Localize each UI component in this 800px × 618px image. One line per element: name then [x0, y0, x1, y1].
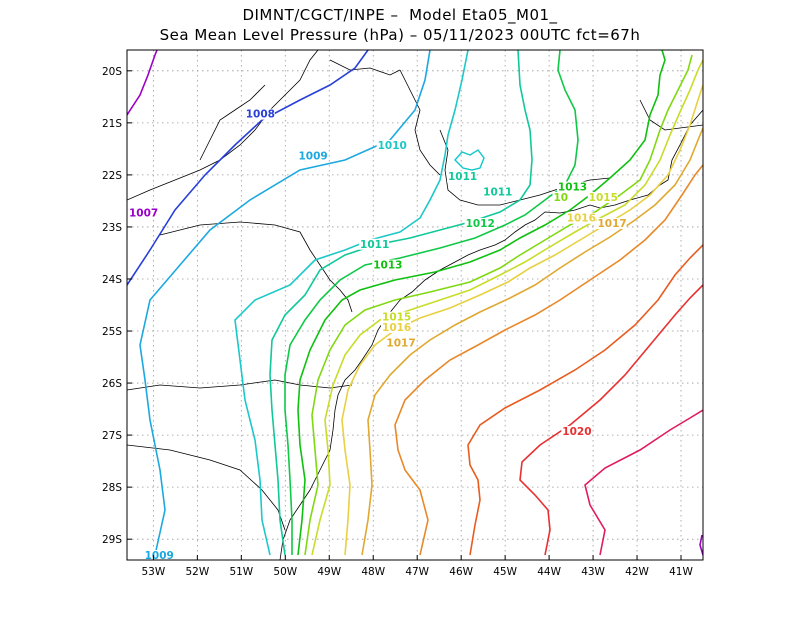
- tick-label-lon: 47W: [405, 566, 429, 578]
- contour-label-bg: [464, 217, 495, 229]
- tick-label-lon: 49W: [317, 566, 341, 578]
- isobar-1013: [297, 50, 666, 556]
- tick-label-lon: 41W: [669, 566, 693, 578]
- tick-label-lon: 45W: [493, 566, 517, 578]
- isobar-1012: [284, 50, 579, 555]
- tick-label-lon: 46W: [449, 566, 473, 578]
- chart-title: DIMNT/CGCT/INPE – Model Eta05_M01_: [242, 6, 558, 24]
- tick-label-lat: 24S: [102, 274, 122, 286]
- isobar-1020: [519, 284, 703, 556]
- contour-label-1015: 1015: [382, 312, 411, 324]
- contour-label-bg: [482, 186, 513, 198]
- tick-label-lon: 51W: [229, 566, 253, 578]
- contour-label-bg: [128, 207, 158, 219]
- tick-label-lon: 52W: [185, 566, 209, 578]
- map-frame-bg: [127, 50, 703, 560]
- tick-label-lon: 50W: [273, 566, 297, 578]
- contour-label-1011: 1011: [483, 187, 512, 199]
- tick-label-lon: 48W: [361, 566, 385, 578]
- tick-label-lat: 25S: [102, 326, 122, 338]
- contour-label-bg: [376, 139, 407, 151]
- contour-label-1007: 1007: [129, 208, 158, 220]
- contour-label-bg: [556, 181, 587, 193]
- graticule: [127, 50, 703, 560]
- tick-label-lon: 43W: [581, 566, 605, 578]
- contour-label-bg: [587, 191, 618, 203]
- state-border-4: [127, 444, 286, 531]
- tick-label-lat: 20S: [102, 66, 122, 78]
- contour-label-1014: 10: [554, 192, 569, 204]
- tick-label-lon: 42W: [625, 566, 649, 578]
- state-border-1: [127, 50, 319, 201]
- contour-label-bg: [143, 550, 174, 561]
- isobar-1016: [341, 84, 703, 556]
- contour-label-bg: [446, 171, 477, 183]
- isobar-1021: [584, 409, 703, 556]
- isobar-1014: [304, 54, 693, 556]
- contour-label-1009: 1009: [298, 150, 327, 162]
- contour-label-bg: [596, 217, 627, 229]
- contour-label-1015: 1015: [589, 192, 618, 204]
- tick-label-lat: 28S: [102, 482, 122, 494]
- contour-label-1016: 1016: [567, 213, 596, 225]
- tick-label-lat: 21S: [102, 118, 122, 130]
- isobar-1008: [127, 50, 369, 286]
- contour-label-1012: 1012: [466, 218, 495, 230]
- contour-labels: 1007 1008 1009 1010 1011 1011 1011 1012 1013 1013…: [128, 108, 627, 562]
- contour-label-bg: [372, 259, 403, 271]
- contour-label-bg: [561, 426, 592, 438]
- tick-label-lat: 27S: [102, 430, 122, 442]
- isobar-1015: [311, 59, 703, 556]
- tick-label-lat: 23S: [102, 222, 122, 234]
- contour-label-1016: 1016: [382, 322, 411, 334]
- contour-label-bg: [381, 311, 412, 323]
- tick-label-lat: 29S: [102, 534, 122, 546]
- contour-label-1020: 1020: [562, 426, 591, 438]
- state-border-9: [199, 84, 266, 161]
- contour-label-1017: 1017: [597, 218, 626, 230]
- axes: 53W 52W 51W 50W 49W 48W 47W 46W 45W 44W 43W 42W 41W 2…: [102, 49, 704, 578]
- coastline: [279, 109, 703, 560]
- contour-label-1013: 1013: [373, 260, 402, 272]
- tick-label-lat: 22S: [102, 170, 122, 182]
- isobar-1007-b: [699, 534, 703, 556]
- contour-label-1017: 1017: [386, 338, 415, 350]
- small-contour-blob: [454, 149, 485, 171]
- contour-label-1009: 1009: [145, 550, 174, 562]
- state-border-2: [159, 221, 353, 313]
- state-border-8: [329, 59, 401, 76]
- contour-label-bg: [385, 337, 416, 349]
- lake-contour: [454, 149, 485, 171]
- isobars: [127, 50, 703, 556]
- contour-label-1013: 1013: [558, 182, 587, 194]
- tick-label-lon: 53W: [142, 566, 166, 578]
- isobar-1007: [127, 50, 158, 116]
- contour-label-1011: 1011: [448, 171, 477, 183]
- contour-label-1011: 1011: [360, 239, 389, 251]
- isobar-1018: [394, 164, 703, 556]
- isobar-1017: [361, 127, 703, 556]
- map-frame: [126, 49, 704, 561]
- state-border-6: [399, 69, 441, 176]
- state-border-3: [127, 379, 353, 391]
- state-border-7: [639, 99, 703, 131]
- isobar-1010: [234, 50, 469, 556]
- contour-label-bg: [565, 212, 596, 224]
- contour-label-bg: [381, 322, 412, 334]
- contour-label-1010: 1010: [378, 140, 407, 152]
- isobar-1019: [467, 244, 703, 556]
- contour-label-bg: [359, 238, 390, 250]
- isobar-1009: [139, 50, 431, 556]
- contour-label-bg: [552, 191, 569, 203]
- tick-label-lon: 44W: [537, 566, 561, 578]
- contour-label-bg: [244, 108, 275, 120]
- contour-label-bg: [297, 150, 328, 162]
- contour-label-1008: 1008: [246, 109, 275, 121]
- chart-subtitle: Sea Mean Level Pressure (hPa) – 05/11/20…: [159, 26, 641, 44]
- tick-label-lat: 26S: [102, 378, 122, 390]
